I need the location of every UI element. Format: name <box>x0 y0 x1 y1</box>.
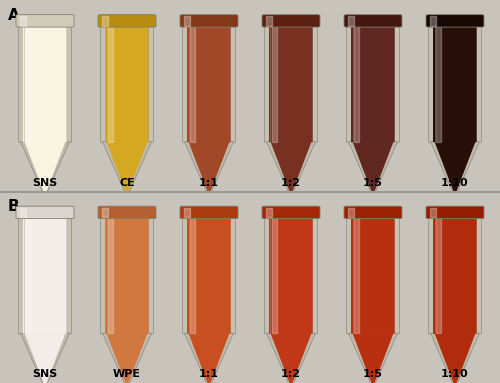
Text: 1:2: 1:2 <box>281 369 301 379</box>
Polygon shape <box>20 333 70 383</box>
FancyBboxPatch shape <box>100 213 154 334</box>
FancyBboxPatch shape <box>180 15 238 27</box>
FancyBboxPatch shape <box>182 21 236 142</box>
Polygon shape <box>188 142 230 195</box>
FancyBboxPatch shape <box>16 15 74 27</box>
Text: 1:5: 1:5 <box>363 178 383 188</box>
Text: SNS: SNS <box>32 369 58 379</box>
Polygon shape <box>266 333 316 383</box>
FancyBboxPatch shape <box>105 214 149 334</box>
Polygon shape <box>348 333 398 383</box>
FancyBboxPatch shape <box>269 214 313 334</box>
FancyBboxPatch shape <box>269 22 313 142</box>
Polygon shape <box>24 333 66 383</box>
FancyBboxPatch shape <box>351 214 395 334</box>
Text: 1:2: 1:2 <box>281 178 301 188</box>
Text: A: A <box>8 8 19 23</box>
FancyBboxPatch shape <box>264 213 318 334</box>
FancyBboxPatch shape <box>351 22 395 142</box>
Polygon shape <box>270 142 312 195</box>
FancyBboxPatch shape <box>426 15 484 27</box>
Polygon shape <box>430 333 480 383</box>
FancyBboxPatch shape <box>346 21 400 142</box>
FancyBboxPatch shape <box>182 213 236 334</box>
Text: SNS: SNS <box>32 178 58 188</box>
Polygon shape <box>184 142 234 197</box>
FancyBboxPatch shape <box>16 206 74 219</box>
Polygon shape <box>348 142 398 197</box>
Polygon shape <box>102 333 152 383</box>
FancyBboxPatch shape <box>100 21 154 142</box>
Polygon shape <box>434 142 476 195</box>
FancyBboxPatch shape <box>18 213 72 334</box>
FancyBboxPatch shape <box>262 15 320 27</box>
Polygon shape <box>102 142 152 197</box>
FancyBboxPatch shape <box>426 206 484 219</box>
Polygon shape <box>352 142 394 195</box>
FancyBboxPatch shape <box>344 206 402 219</box>
FancyBboxPatch shape <box>105 22 149 142</box>
FancyBboxPatch shape <box>23 214 67 334</box>
Text: 1:5: 1:5 <box>363 369 383 379</box>
FancyBboxPatch shape <box>433 22 477 142</box>
FancyBboxPatch shape <box>346 213 400 334</box>
Polygon shape <box>106 142 148 195</box>
Text: 1:10: 1:10 <box>441 178 469 188</box>
Polygon shape <box>266 142 316 197</box>
Polygon shape <box>270 333 312 383</box>
FancyBboxPatch shape <box>428 213 482 334</box>
Text: B: B <box>8 199 19 214</box>
FancyBboxPatch shape <box>428 21 482 142</box>
Polygon shape <box>184 333 234 383</box>
FancyBboxPatch shape <box>264 21 318 142</box>
Text: 1:10: 1:10 <box>441 369 469 379</box>
Text: CE: CE <box>119 178 135 188</box>
Polygon shape <box>434 333 476 383</box>
FancyBboxPatch shape <box>344 15 402 27</box>
Polygon shape <box>352 333 394 383</box>
FancyBboxPatch shape <box>180 206 238 219</box>
Text: 1:1: 1:1 <box>199 369 219 379</box>
FancyBboxPatch shape <box>18 21 72 142</box>
Text: WPE: WPE <box>113 369 141 379</box>
FancyBboxPatch shape <box>98 15 156 27</box>
Polygon shape <box>20 142 70 197</box>
FancyBboxPatch shape <box>23 22 67 142</box>
FancyBboxPatch shape <box>433 214 477 334</box>
FancyBboxPatch shape <box>262 206 320 219</box>
Text: 1:1: 1:1 <box>199 178 219 188</box>
Polygon shape <box>106 333 148 383</box>
Polygon shape <box>24 142 66 195</box>
FancyBboxPatch shape <box>98 206 156 219</box>
FancyBboxPatch shape <box>187 214 231 334</box>
Polygon shape <box>188 333 230 383</box>
Polygon shape <box>430 142 480 197</box>
FancyBboxPatch shape <box>187 22 231 142</box>
